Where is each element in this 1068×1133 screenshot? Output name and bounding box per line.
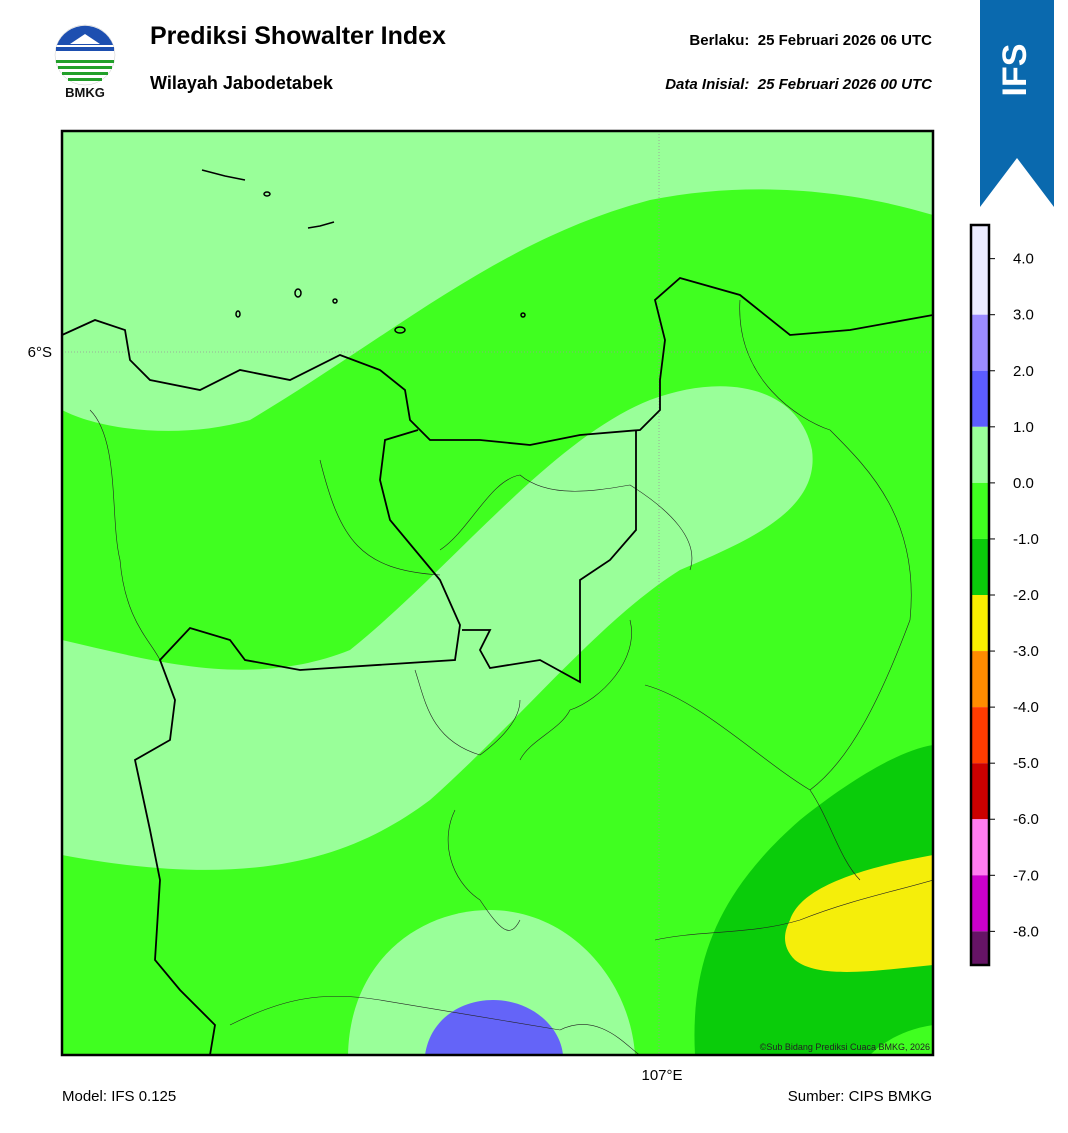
colorbar-band: [971, 538, 989, 595]
colorbar-tick-label: -8.0: [1013, 923, 1039, 940]
colorbar-tick-label: 1.0: [1013, 419, 1034, 436]
colorbar-tick-label: -1.0: [1013, 531, 1039, 548]
colorbar-band: [971, 819, 989, 876]
colorbar-tick-label: -4.0: [1013, 699, 1039, 716]
colorbar-tick-label: 0.0: [1013, 475, 1034, 492]
colorbar-band: [971, 482, 989, 539]
colorbar-band: [971, 707, 989, 764]
colorbar-band: [971, 426, 989, 483]
map: ©Sub Bidang Prediksi Cuaca BMKG, 2026: [62, 131, 933, 1055]
source-label: Sumber: CIPS BMKG: [788, 1088, 932, 1105]
colorbar-tick-label: 3.0: [1013, 307, 1034, 324]
initial-time: Data Inisial: 25 Februari 2026 00 UTC: [665, 76, 933, 93]
subtitle: Wilayah Jabodetabek: [150, 73, 334, 93]
colorbar-tick-label: -2.0: [1013, 587, 1039, 604]
credit: ©Sub Bidang Prediksi Cuaca BMKG, 2026: [760, 1042, 930, 1052]
colorbar-band: [971, 763, 989, 820]
colorbar-band: [971, 370, 989, 427]
colorbar-tick-label: -5.0: [1013, 755, 1039, 772]
colorbar-band: [971, 314, 989, 371]
colorbar-band: [971, 595, 989, 652]
valid-time: Berlaku: 25 Februari 2026 06 UTC: [689, 32, 932, 49]
colorbar-band: [971, 875, 989, 932]
colorbar-tick-label: -3.0: [1013, 643, 1039, 660]
map-frame: [60, 129, 935, 1057]
colorbar-band: [971, 651, 989, 708]
colorbar-tick-label: 2.0: [1013, 363, 1034, 380]
model-badge: IFS: [980, 0, 1054, 207]
colorbar-band: [971, 225, 989, 315]
title: Prediksi Showalter Index: [150, 22, 446, 50]
logo-text: BMKG: [65, 85, 105, 100]
colorbar-tick-label: -7.0: [1013, 867, 1039, 884]
lat-label: 6°S: [28, 344, 52, 361]
badge-text: IFS: [996, 44, 1034, 97]
colorbar-band: [971, 931, 989, 965]
lon-label: 107°E: [641, 1067, 682, 1084]
colorbar-tick-label: -6.0: [1013, 811, 1039, 828]
bmkg-logo: BMKG: [54, 24, 116, 100]
colorbar-tick-label: 4.0: [1013, 251, 1034, 268]
model-label: Model: IFS 0.125: [62, 1088, 176, 1105]
colorbar: 4.0 3.0 2.0 1.0 0.0 -1.0 -2.0 -3.0 -4.0 -5.0 -6.0 -…: [969, 223, 1039, 967]
